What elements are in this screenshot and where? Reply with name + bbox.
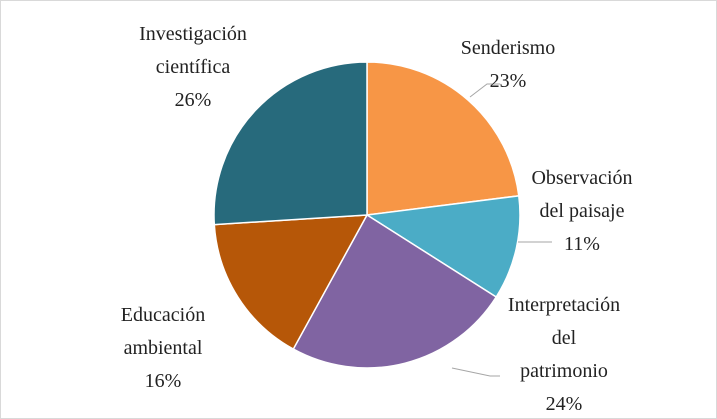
slice-label: Educación ambiental 16%	[108, 299, 218, 398]
leader-line	[451, 367, 500, 377]
value-label: 11%	[564, 233, 600, 255]
category-label: Interpretación del patrimonio	[507, 294, 621, 382]
slice-label: Observación del paisaje 11%	[528, 162, 636, 261]
value-label: 16%	[144, 370, 182, 392]
slice-label: Interpretación del patrimonio 24%	[506, 289, 622, 419]
pie-slice	[366, 61, 520, 216]
pie-slice	[292, 213, 498, 369]
category-label: Senderismo	[460, 37, 556, 59]
value-label: 24%	[545, 393, 583, 415]
pie-slice	[213, 214, 369, 351]
slice-label: Senderismo 23%	[448, 32, 568, 98]
category-label: Educación ambiental	[120, 304, 206, 359]
leader-line	[469, 83, 500, 98]
value-label: 23%	[489, 70, 527, 92]
category-label: Observación del paisaje	[531, 167, 633, 222]
pie-slice	[213, 61, 368, 226]
pie-slice	[364, 194, 521, 299]
category-label: Investigación científica	[139, 23, 247, 78]
slice-label: Investigación científica 26%	[138, 18, 248, 117]
value-label: 26%	[174, 89, 212, 111]
